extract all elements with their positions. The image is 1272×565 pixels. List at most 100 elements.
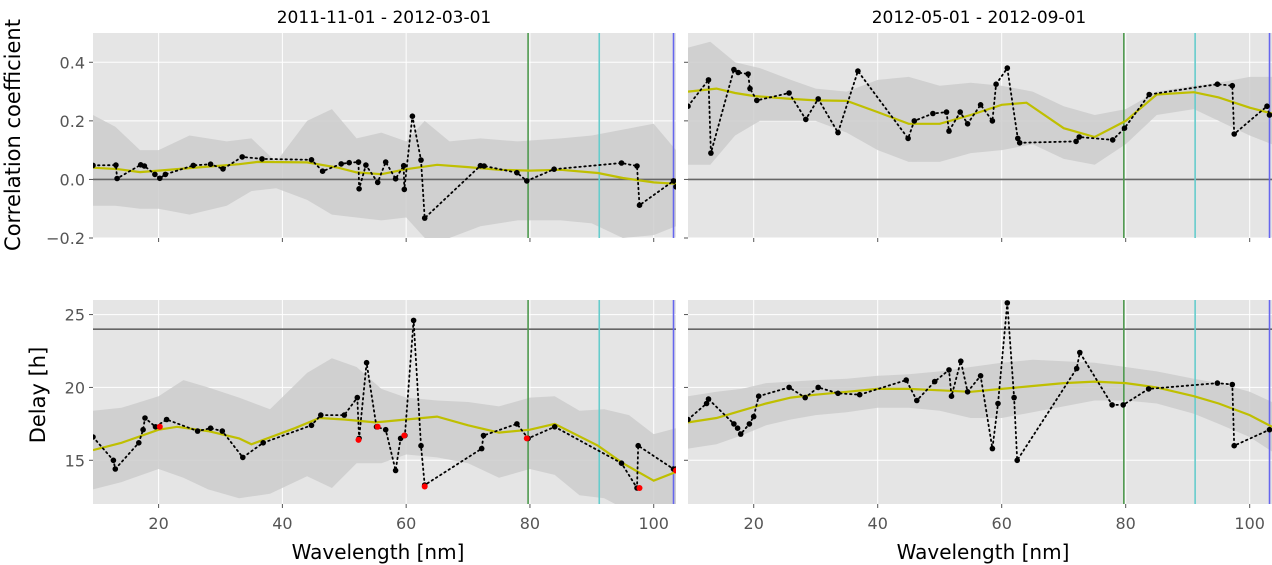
data-point — [318, 412, 324, 418]
data-point — [735, 69, 741, 76]
data-point — [418, 157, 424, 163]
data-point — [112, 466, 119, 472]
mean-line — [688, 87, 1272, 139]
data-line — [688, 302, 1271, 464]
x-tick-label: 80 — [1116, 514, 1136, 533]
data-point — [786, 90, 792, 96]
data-point — [308, 422, 315, 429]
data-point — [705, 396, 712, 402]
data-point — [618, 460, 625, 467]
data-point — [418, 442, 424, 449]
data-point — [755, 393, 762, 400]
data-point — [995, 400, 1001, 407]
data-point — [903, 377, 909, 383]
data-point — [1229, 82, 1236, 89]
data-point — [815, 96, 821, 102]
panel-title-left: 2011-11-01 - 2012-03-01 — [277, 8, 492, 28]
data-point — [338, 161, 345, 167]
x-axis-label-left: Wavelength [nm] — [292, 540, 465, 564]
data-point — [958, 358, 964, 365]
data-point — [421, 215, 428, 221]
data-point — [1011, 394, 1017, 401]
data-point — [835, 390, 841, 397]
x-tick-label: 20 — [744, 514, 764, 533]
data-point — [260, 440, 267, 446]
data-point — [162, 171, 169, 178]
data-point — [551, 166, 557, 172]
data-point — [194, 428, 201, 434]
data-point — [705, 77, 712, 83]
data-point — [93, 434, 96, 440]
data-point — [356, 186, 362, 192]
data-point — [239, 154, 245, 160]
data-point — [113, 162, 119, 168]
data-point — [152, 171, 158, 178]
data-point — [1146, 91, 1152, 98]
data-point — [382, 426, 389, 433]
data-point — [1120, 402, 1126, 408]
data-point — [410, 317, 417, 324]
data-point — [1231, 442, 1237, 449]
panel-correlation-right — [684, 33, 1272, 242]
y-axis-label-correlation: Correlation coefficient — [1, 19, 25, 251]
data-point — [948, 393, 955, 400]
data-point — [815, 384, 821, 391]
data-point — [1073, 138, 1079, 145]
x-tick-label: 60 — [396, 514, 416, 533]
data-point — [930, 110, 936, 117]
data-point — [346, 159, 353, 166]
data-point — [964, 121, 971, 127]
data-point — [481, 163, 487, 169]
data-point — [734, 425, 741, 432]
panel-delay-left: 20 40 60 80 100 15 20 25 — [65, 300, 676, 533]
data-point — [480, 432, 487, 439]
data-point — [1073, 365, 1080, 372]
y-tick-label: 15 — [65, 451, 85, 470]
x-tick-label: 40 — [272, 514, 292, 533]
y-tick-label: 25 — [65, 306, 85, 325]
data-point — [905, 135, 911, 142]
data-point — [1264, 103, 1270, 109]
data-point — [141, 163, 148, 169]
flagged-point — [523, 435, 530, 442]
data-point — [754, 97, 760, 104]
data-point — [1109, 137, 1116, 143]
y-tick-label: 0.0 — [60, 170, 85, 189]
y-tick-label: 20 — [65, 378, 85, 397]
flagged-point — [421, 483, 428, 490]
x-tick-label: 80 — [520, 514, 540, 533]
data-point — [957, 109, 963, 115]
y-tick-label: −0.2 — [46, 229, 85, 248]
data-point — [1231, 131, 1237, 137]
panel-title-right: 2012-05-01 - 2012-09-01 — [872, 8, 1087, 28]
data-point — [207, 425, 214, 432]
data-point — [989, 445, 996, 452]
data-point — [259, 156, 265, 162]
data-point — [745, 71, 751, 77]
data-point — [409, 113, 416, 119]
data-point — [708, 150, 714, 156]
data-point — [400, 162, 407, 169]
data-point — [911, 118, 918, 124]
data-point — [524, 178, 530, 184]
x-axis-label-right: Wavelength [nm] — [897, 540, 1070, 564]
data-point — [618, 160, 625, 166]
data-point — [354, 394, 361, 401]
flagged-point — [374, 423, 381, 430]
x-tick-label: 60 — [992, 514, 1012, 533]
data-point — [551, 424, 558, 430]
data-point — [1145, 386, 1152, 392]
data-point — [207, 161, 214, 167]
data-point — [635, 442, 641, 449]
panel-delay-right: 20 40 60 80 100 — [684, 300, 1272, 533]
data-point — [319, 168, 326, 174]
data-point — [392, 467, 399, 474]
x-tick-label: 100 — [1234, 514, 1265, 533]
data-point — [110, 457, 117, 464]
data-point — [731, 421, 737, 427]
data-point — [341, 412, 348, 418]
data-point — [392, 176, 399, 182]
y-tick-label: 0.2 — [60, 112, 85, 131]
data-point — [750, 413, 757, 420]
